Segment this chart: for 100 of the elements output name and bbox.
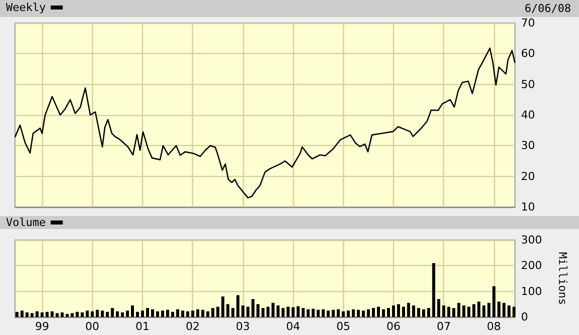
bar [457,302,460,317]
bar [141,310,144,317]
bar [46,312,49,317]
bar [346,310,350,317]
x-tick-label: 06 [386,320,401,333]
x-tick-label: 05 [336,320,350,333]
bar [256,304,260,317]
bar [492,286,496,317]
x-tick-label: 08 [486,320,501,333]
bar [56,313,59,317]
bar [512,306,516,317]
bar [397,304,400,317]
bar [386,308,390,317]
y-tick-label: 70 [521,16,535,30]
bar [462,305,466,317]
bar [442,305,446,317]
y-tick-label: 0 [521,310,528,324]
legend-label: Weekly [6,1,46,14]
bar [477,302,480,317]
bar [266,306,270,317]
bar [201,310,204,317]
bar [272,302,275,317]
bar [251,299,254,317]
bar [382,309,385,317]
bar [161,310,164,317]
bar [322,309,325,317]
bar [336,309,340,317]
bar [30,313,34,317]
bar [16,312,19,317]
x-tick-label: 00 [85,320,100,333]
y-tick-label: 300 [521,234,542,246]
bar [211,308,214,317]
bar [221,296,224,317]
bar [286,306,290,317]
bar [467,306,470,317]
text: 6/06/08 [524,2,571,15]
bar [261,308,264,317]
x-tick-label: 99 [35,320,50,333]
bar [191,310,194,317]
bar [356,310,360,317]
legend-label: Volume [6,216,46,229]
x-tick-label: 07 [436,320,451,333]
bar [156,311,160,317]
x-tick-label: 02 [186,320,200,333]
bar [326,310,330,317]
y-tick-label: 200 [521,259,542,272]
bar [452,308,456,317]
bar [402,306,406,317]
bar [497,302,500,317]
bar [362,310,365,317]
bar [226,304,230,317]
bar [316,310,320,317]
y-tick-label: 50 [521,78,535,91]
bar [231,308,234,317]
bar [70,313,74,317]
bar [50,311,54,317]
bar [186,311,190,317]
bar [130,305,134,317]
y-axis-title: Millions [556,252,569,305]
bar [151,309,154,317]
y-tick-label: 30 [521,139,535,152]
bar [80,312,84,317]
bar [427,308,430,317]
bar [376,306,380,317]
bar [176,309,180,317]
bar [296,306,300,317]
y-tick-label: 60 [521,47,535,60]
line-series [14,47,516,198]
bar [20,310,24,317]
x-tick-label: 04 [286,320,300,333]
bar [392,305,396,317]
bar [120,312,124,317]
bar [60,312,64,317]
bar [437,299,440,317]
bar [76,312,79,317]
bar [236,295,240,317]
x-tick-label: 01 [136,320,150,333]
bar [116,311,119,317]
bar [282,308,285,317]
bar [482,305,486,317]
bar [332,310,335,317]
bar [216,306,220,317]
bar [171,312,174,317]
bar [487,302,490,317]
bar [302,308,305,317]
bar [100,310,104,317]
bar [276,305,280,317]
bar [447,306,450,317]
bar [86,310,89,317]
bar [110,308,114,317]
bar [241,305,244,317]
bar [352,309,355,317]
bar [407,302,410,317]
bar [246,306,250,317]
bar [432,263,436,317]
bar [312,308,315,317]
bar [126,310,129,317]
y-tick-label: 10 [521,200,535,214]
bar [507,305,510,317]
bar [342,311,345,317]
